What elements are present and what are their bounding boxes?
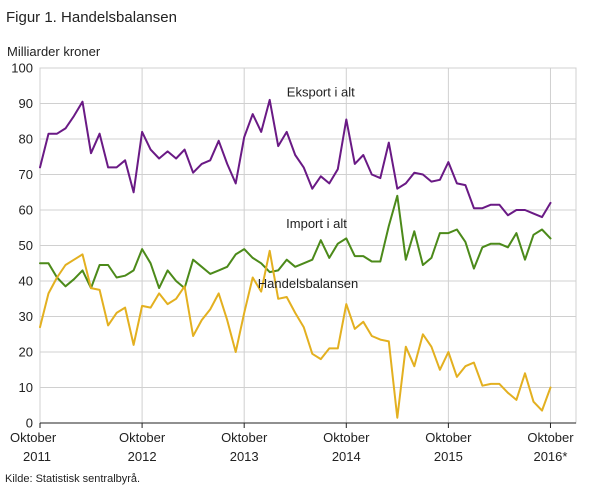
y-tick-label: 100 [11, 61, 33, 76]
series-labels: Eksport i alt Import i alt Handelsbalansen [258, 84, 358, 291]
series-label-3: Handelsbalansen [258, 276, 358, 291]
series-line-2 [39, 194, 552, 290]
y-tick-label: 90 [19, 96, 33, 111]
x-tick-label-year: 2015 [434, 449, 463, 464]
y-axis-label: Milliarder kroner [7, 44, 101, 59]
series-label-1: Eksport i alt [287, 84, 355, 99]
axes: 0 10 20 30 40 50 60 70 80 90 100 Oktober 2011 Oktober… [10, 61, 576, 464]
series-lines [39, 98, 552, 419]
x-tick-label: Oktober [10, 430, 57, 445]
chart-title: Figur 1. Handelsbalansen [6, 9, 177, 26]
x-tick-label-year: 2011 [23, 449, 51, 464]
series-line-3 [39, 249, 552, 419]
x-tick-label: Oktober [527, 430, 574, 445]
x-tick-label: Oktober [425, 430, 472, 445]
y-tick-label: 80 [19, 132, 33, 147]
y-tick-label: 30 [19, 309, 33, 324]
series-label-2: Import i alt [286, 216, 347, 231]
x-tick-label-year: 2012 [128, 449, 157, 464]
y-tick-label: 50 [19, 238, 33, 253]
x-tick-label: Oktober [323, 430, 370, 445]
grid [39, 67, 577, 424]
x-tick-label: Oktober [119, 430, 166, 445]
x-tick-label-year: 2013 [230, 449, 259, 464]
y-tick-label: 0 [26, 416, 33, 431]
y-tick-label: 10 [19, 380, 33, 395]
series-line-1 [39, 98, 552, 219]
y-tick-label: 40 [19, 274, 33, 289]
x-tick-label: Oktober [221, 430, 268, 445]
y-tick-label: 20 [19, 345, 33, 360]
source-note: Kilde: Statistisk sentralbyrå. [5, 473, 140, 485]
x-tick-label-year: 2014 [332, 449, 361, 464]
y-tick-label: 70 [19, 167, 33, 182]
x-tick-label-year: 2016* [533, 449, 567, 464]
y-tick-label: 60 [19, 203, 33, 218]
